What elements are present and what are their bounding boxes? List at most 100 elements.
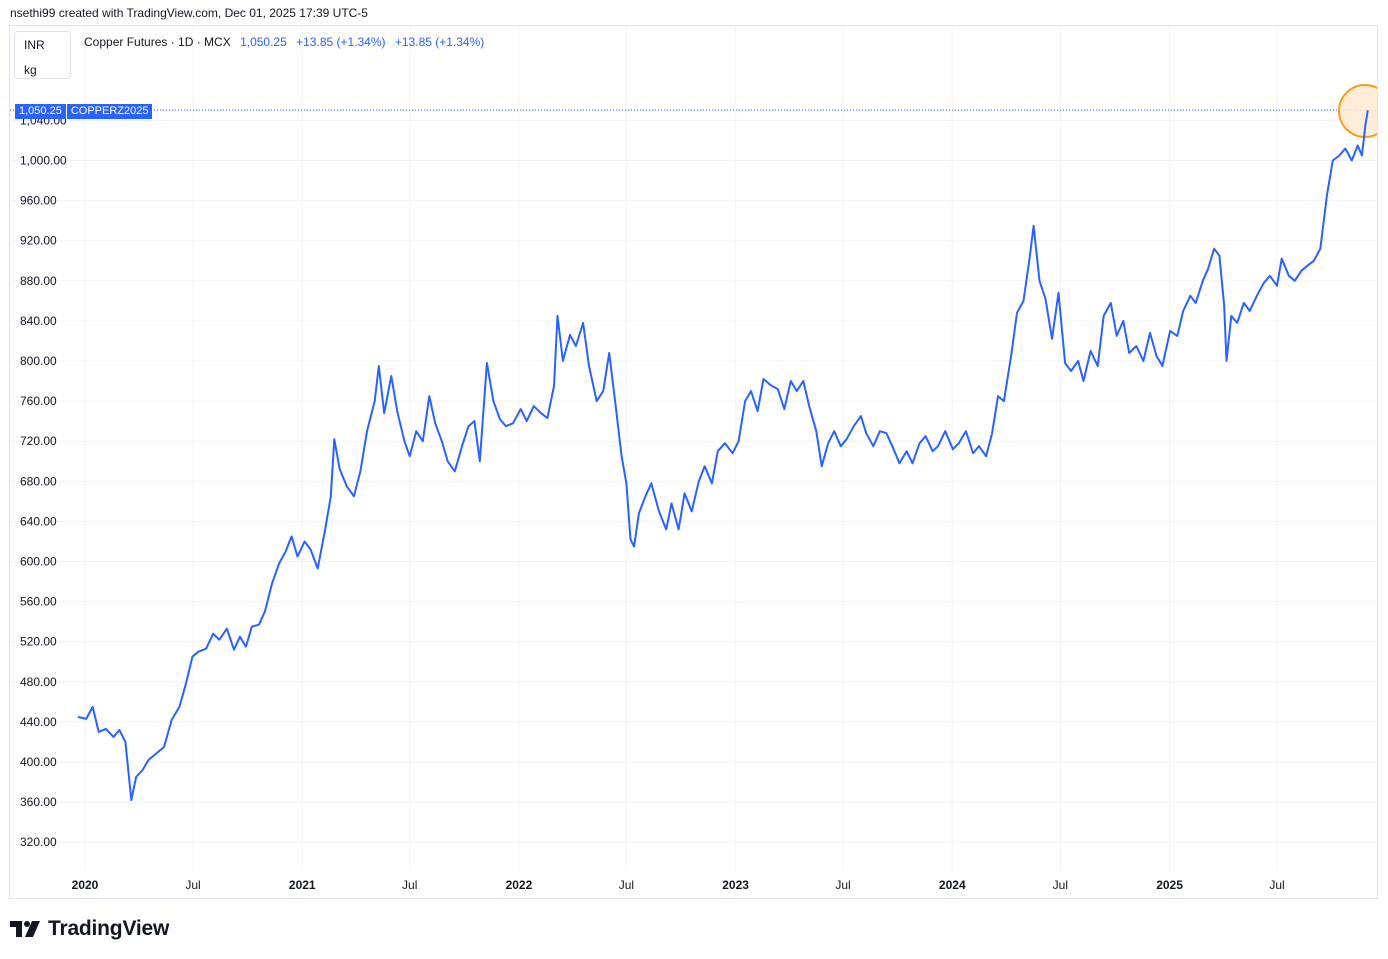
price-point: [135, 776, 137, 778]
price-point: [972, 452, 974, 454]
price-point: [1249, 310, 1251, 312]
price-point: [390, 375, 392, 377]
price-point: [105, 728, 107, 730]
price-point: [130, 799, 132, 801]
price-point: [171, 719, 173, 721]
price-point: [879, 430, 881, 432]
x-tick-label: 2021: [289, 878, 316, 892]
x-tick-label: 2025: [1156, 878, 1183, 892]
x-tick-label: 2022: [506, 878, 533, 892]
price-point: [588, 365, 590, 367]
legend-change: +13.85 (+1.34%): [296, 35, 386, 49]
price-point: [1218, 255, 1220, 257]
price-point: [383, 412, 385, 414]
x-tick-label: Jul: [619, 878, 634, 892]
price-point: [704, 465, 706, 467]
chart-frame: 320.00 360.00 400.00 440.00 480.00 520.00 560.…: [9, 25, 1378, 899]
price-point: [891, 445, 893, 447]
tradingview-logo[interactable]: TradingView: [10, 917, 169, 941]
highlight-circle: [1338, 84, 1377, 138]
price-point: [415, 430, 417, 432]
price-point: [698, 480, 700, 482]
last-price-ticker: COPPERZ2025: [66, 104, 153, 119]
price-point: [1189, 295, 1191, 297]
price-point: [1090, 350, 1092, 352]
price-point: [763, 378, 765, 380]
price-point: [638, 512, 640, 514]
price-point: [245, 646, 247, 648]
price-point: [1176, 335, 1178, 337]
price-point: [142, 769, 144, 771]
x-tick-label: 2024: [939, 878, 966, 892]
price-point: [1351, 160, 1353, 162]
price-point: [467, 425, 469, 427]
price-point: [1142, 360, 1144, 362]
units-selector[interactable]: INR kg: [14, 31, 71, 79]
price-point: [1357, 144, 1359, 146]
price-point: [711, 482, 713, 484]
price-point: [118, 729, 120, 731]
price-point: [148, 759, 150, 761]
price-point: [447, 460, 449, 462]
price-point: [650, 482, 652, 484]
price-point: [1077, 360, 1079, 362]
price-point: [461, 445, 463, 447]
price-point: [92, 706, 94, 708]
price-point: [790, 380, 792, 382]
price-point: [1236, 322, 1238, 324]
y-tick-label: 480.00: [20, 675, 57, 689]
y-tick-label: 640.00: [20, 514, 57, 528]
price-point: [944, 430, 946, 432]
price-point: [1051, 338, 1053, 340]
y-tick-label: 960.00: [20, 194, 57, 208]
price-point: [1128, 352, 1130, 354]
price-point: [802, 380, 804, 382]
price-point: [932, 450, 934, 452]
y-tick-label: 920.00: [20, 234, 57, 248]
price-point: [499, 418, 501, 420]
chart-attribution: nsethi99 created with TradingView.com, D…: [10, 6, 368, 20]
price-point: [278, 563, 280, 565]
price-point: [1116, 335, 1118, 337]
x-tick-label: Jul: [1053, 878, 1068, 892]
x-tick-label: 2023: [722, 878, 749, 892]
price-point: [644, 495, 646, 497]
price-point: [865, 432, 867, 434]
price-point: [738, 440, 740, 442]
price-point: [833, 430, 835, 432]
price-point: [218, 639, 220, 641]
price-point: [621, 455, 623, 457]
price-point: [925, 435, 927, 437]
y-tick-label: 400.00: [20, 755, 57, 769]
price-chart[interactable]: 320.00 360.00 400.00 440.00 480.00 520.00 560.…: [10, 26, 1377, 898]
price-point: [691, 510, 693, 512]
price-point: [526, 420, 528, 422]
price-point: [678, 528, 680, 530]
price-point: [602, 390, 604, 392]
price-point: [1097, 365, 1099, 367]
price-point: [454, 470, 456, 472]
price-point: [291, 535, 293, 537]
price-point: [997, 395, 999, 397]
price-point: [1044, 298, 1046, 300]
price-point: [846, 438, 848, 440]
price-point: [505, 425, 507, 427]
price-point: [366, 430, 368, 432]
price-point: [163, 746, 165, 748]
x-tick-label: 2020: [72, 878, 99, 892]
price-point: [684, 492, 686, 494]
price-point: [492, 400, 494, 402]
price-point: [1195, 302, 1197, 304]
price-point: [1288, 275, 1290, 277]
y-tick-label: 560.00: [20, 595, 57, 609]
price-point: [991, 432, 993, 434]
x-tick-label: Jul: [402, 878, 417, 892]
price-point: [403, 440, 405, 442]
price-point: [479, 460, 481, 462]
price-point: [796, 390, 798, 392]
price-point: [553, 385, 555, 387]
price-point: [562, 360, 564, 362]
price-point: [671, 502, 673, 504]
y-tick-label: 440.00: [20, 715, 57, 729]
price-point: [821, 465, 823, 467]
